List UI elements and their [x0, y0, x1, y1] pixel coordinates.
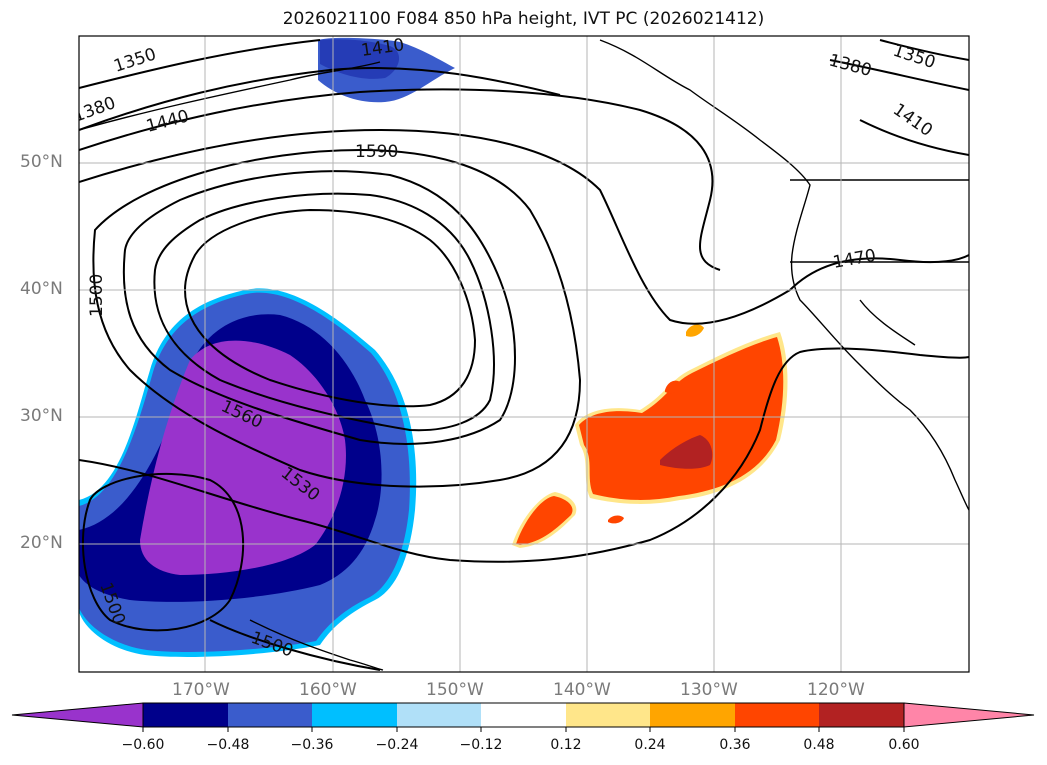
- colorbar-segment: [650, 703, 735, 727]
- lon-label: 170°W: [172, 680, 230, 700]
- map-title: 2026021100 F084 850 hPa height, IVT PC (…: [282, 9, 765, 29]
- colorbar-tick-label: −0.60: [121, 737, 165, 753]
- lon-label: 160°W: [299, 680, 357, 700]
- colorbar-tick-label: −0.48: [206, 737, 250, 753]
- colorbar-segment: [228, 703, 312, 727]
- contour-label: 1500: [87, 274, 107, 317]
- colorbar-segment: [566, 703, 650, 727]
- lon-label: 120°W: [807, 680, 865, 700]
- colorbar-extend-low: [11, 702, 144, 728]
- colorbar-segment: [312, 703, 397, 727]
- contour-label: 1590: [355, 142, 398, 162]
- colorbar-outline: [142, 702, 905, 728]
- lon-label: 130°W: [680, 680, 738, 700]
- map-border: [78, 35, 970, 673]
- lat-label: 20°N: [20, 533, 63, 553]
- colorbar-segment: [735, 703, 819, 727]
- colorbar-segment: [397, 703, 481, 727]
- lon-label: 150°W: [426, 680, 484, 700]
- colorbar-tick-label: 0.60: [888, 737, 920, 753]
- lon-label: 140°W: [553, 680, 611, 700]
- colorbar-tick-label: 0.12: [550, 737, 582, 753]
- colorbar-tick-label: −0.36: [290, 737, 334, 753]
- lat-label: 30°N: [20, 406, 63, 426]
- colorbar-segment: [819, 703, 904, 727]
- graticule: [79, 36, 969, 672]
- height-contours: [79, 39, 969, 671]
- positive-anomaly-region: [512, 324, 788, 548]
- colorbar-tick-label: 0.48: [803, 737, 835, 753]
- colorbar-tick-label: 0.24: [634, 737, 666, 753]
- colorbar: [11, 702, 1035, 732]
- colorbar-tick-label: 0.36: [719, 737, 751, 753]
- colorbar-segment: [143, 703, 228, 727]
- colorbar-tick-label: −0.24: [375, 737, 419, 753]
- colorbar-tick-label: −0.12: [459, 737, 503, 753]
- colorbar-segment: [481, 703, 566, 727]
- colorbar-extend-high: [903, 702, 1035, 728]
- lat-label: 50°N: [20, 152, 63, 172]
- negative-anomaly-region: [79, 37, 455, 657]
- lat-label: 40°N: [20, 279, 63, 299]
